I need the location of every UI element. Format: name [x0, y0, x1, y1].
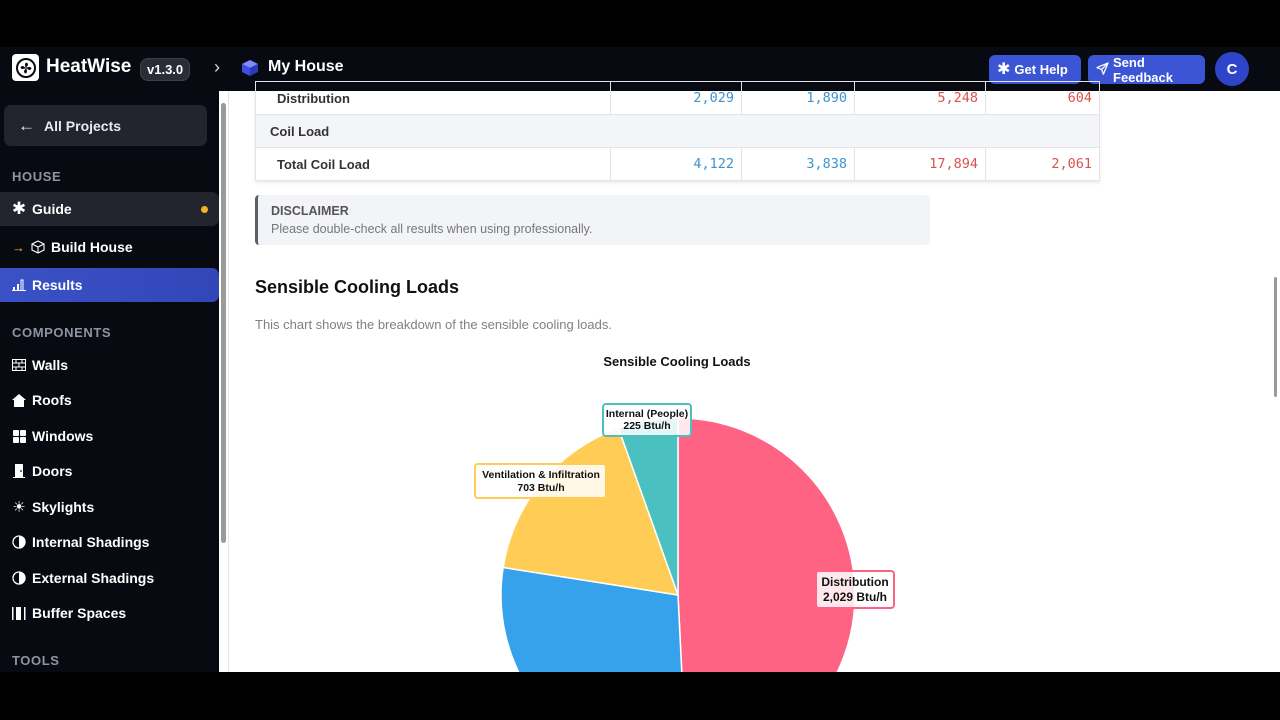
disclaimer-text: Please double-check all results when usi…: [271, 222, 593, 236]
cube-icon: [31, 240, 45, 254]
breadcrumb-project[interactable]: My House: [268, 58, 344, 75]
sidebar-item-label: Roofs: [32, 392, 72, 408]
cube-icon: [241, 59, 259, 82]
svg-text:Internal (People): Internal (People): [606, 408, 688, 420]
sidebar-item-label: Windows: [32, 428, 94, 444]
cell-value: 2,061: [985, 147, 1100, 181]
sidebar-item-buffer-spaces[interactable]: Buffer Spaces: [0, 596, 219, 630]
asterisk-icon: ✱: [11, 199, 27, 218]
brick-wall-icon: [12, 358, 26, 372]
pie-chart: Sensible Cooling Loads Internal (People)…: [474, 354, 895, 672]
cell-value: 2,029: [610, 81, 742, 115]
sidebar-item-internal-shadings[interactable]: Internal Shadings: [0, 525, 219, 559]
pie-slices[interactable]: [500, 417, 856, 672]
sidebar-item-windows[interactable]: Windows: [0, 419, 219, 453]
chart-title: Sensible Cooling Loads: [603, 354, 750, 369]
pie-slice[interactable]: [500, 566, 687, 672]
get-help-button[interactable]: ✱ Get Help: [989, 55, 1081, 84]
sidebar-item-roofs[interactable]: Roofs: [0, 383, 219, 417]
svg-text:703 Btu/h: 703 Btu/h: [517, 482, 564, 494]
send-icon: [1096, 61, 1109, 78]
sidebar-item-external-shadings[interactable]: External Shadings: [0, 561, 219, 595]
fan-logo-icon[interactable]: [12, 54, 39, 81]
half-circle-icon: [12, 571, 26, 585]
version-badge: v1.3.0: [140, 58, 191, 81]
bar-chart-icon: [12, 278, 26, 292]
door-icon: [12, 464, 26, 478]
chevron-right-icon: ›: [214, 57, 220, 77]
sidebar-item-label: Buffer Spaces: [32, 605, 127, 621]
send-feedback-label: Send Feedback: [1113, 54, 1173, 85]
main-content: Distribution 2,029 1,890 5,248 604 Coil …: [230, 81, 1280, 672]
main-scrollbar-thumb[interactable]: [1274, 277, 1277, 397]
all-projects-button[interactable]: ← All Projects: [4, 105, 207, 146]
pie-slice[interactable]: [677, 417, 856, 672]
sidebar-item-doors[interactable]: Doors: [0, 454, 219, 488]
avatar[interactable]: C: [1215, 52, 1249, 86]
loads-table: Distribution 2,029 1,890 5,248 604 Coil …: [255, 81, 1100, 181]
buffer-bars-icon: [12, 606, 26, 620]
table-group-row: Coil Load: [255, 114, 1100, 148]
all-projects-label: All Projects: [44, 117, 122, 134]
svg-text:Distribution: Distribution: [821, 575, 888, 589]
sidebar-item-build-house[interactable]: → Build House: [0, 230, 219, 264]
section-description: This chart shows the breakdown of the se…: [255, 317, 612, 332]
sidebar-item-results[interactable]: Results: [0, 268, 219, 302]
cell-value: 17,894: [854, 147, 986, 181]
svg-text:Ventilation & Infiltration: Ventilation & Infiltration: [482, 469, 600, 481]
app-window: HeatWise v1.3.0 › My House ✱ Get Help Se…: [0, 47, 1280, 672]
asterisk-icon: ✱: [997, 60, 1011, 78]
table-row: Distribution 2,029 1,890 5,248 604: [255, 81, 1100, 115]
section-label-house: HOUSE: [12, 169, 62, 184]
row-label: Total Coil Load: [255, 147, 611, 181]
section-label-tools: TOOLS: [12, 653, 60, 668]
sun-icon: ☀: [12, 499, 26, 516]
svg-text:2,029 Btu/h: 2,029 Btu/h: [823, 590, 887, 604]
sidebar-item-walls[interactable]: Walls: [0, 348, 219, 382]
top-bar: HeatWise v1.3.0 › My House ✱ Get Help Se…: [0, 47, 1280, 91]
disclaimer-box: DISCLAIMER Please double-check all resul…: [255, 195, 930, 245]
notification-dot: [201, 206, 208, 213]
sidebar-item-label: Walls: [32, 357, 69, 373]
sidebar-item-label: Skylights: [32, 499, 95, 515]
sidebar-item-label: Doors: [32, 463, 73, 479]
arrow-right-icon: →: [12, 239, 25, 255]
cell-value: 5,248: [854, 81, 986, 115]
sidebar-item-label: External Shadings: [32, 570, 155, 586]
sidebar-item-label: Guide: [32, 201, 72, 217]
sidebar-item-guide[interactable]: ✱ Guide: [0, 192, 219, 226]
arrow-left-icon: ←: [18, 115, 35, 135]
brand-name[interactable]: HeatWise: [46, 56, 132, 77]
section-label-components: COMPONENTS: [12, 325, 112, 340]
sidebar-scrollbar-thumb[interactable]: [221, 103, 226, 543]
window-grid-icon: [12, 429, 26, 443]
row-label: Distribution: [255, 81, 611, 115]
sidebar-item-label: Internal Shadings: [32, 534, 150, 550]
sidebar-item-label: Build House: [51, 239, 133, 255]
sidebar-item-label: Results: [32, 277, 83, 293]
sidebar-scrollbar[interactable]: [219, 91, 229, 672]
group-label: Coil Load: [255, 114, 1100, 148]
table-row: Total Coil Load 4,122 3,838 17,894 2,061: [255, 147, 1100, 181]
house-roof-icon: [12, 393, 26, 407]
send-feedback-button[interactable]: Send Feedback: [1088, 54, 1205, 85]
sidebar-item-skylights[interactable]: ☀ Skylights: [0, 490, 219, 524]
label-distribution: Distribution 2,029 Btu/h: [815, 570, 895, 609]
svg-text:225 Btu/h: 225 Btu/h: [623, 420, 670, 432]
sidebar: ← All Projects HOUSE ✱ Guide → Build Hou…: [0, 91, 219, 672]
disclaimer-title: DISCLAIMER: [271, 204, 349, 218]
half-circle-icon: [12, 535, 26, 549]
cell-value: 4,122: [610, 147, 742, 181]
label-ventilation-infiltration: Ventilation & Infiltration 703 Btu/h: [474, 463, 607, 499]
get-help-label: Get Help: [1014, 62, 1068, 77]
label-internal-people: Internal (People) 225 Btu/h: [602, 403, 692, 437]
section-title: Sensible Cooling Loads: [255, 277, 460, 297]
